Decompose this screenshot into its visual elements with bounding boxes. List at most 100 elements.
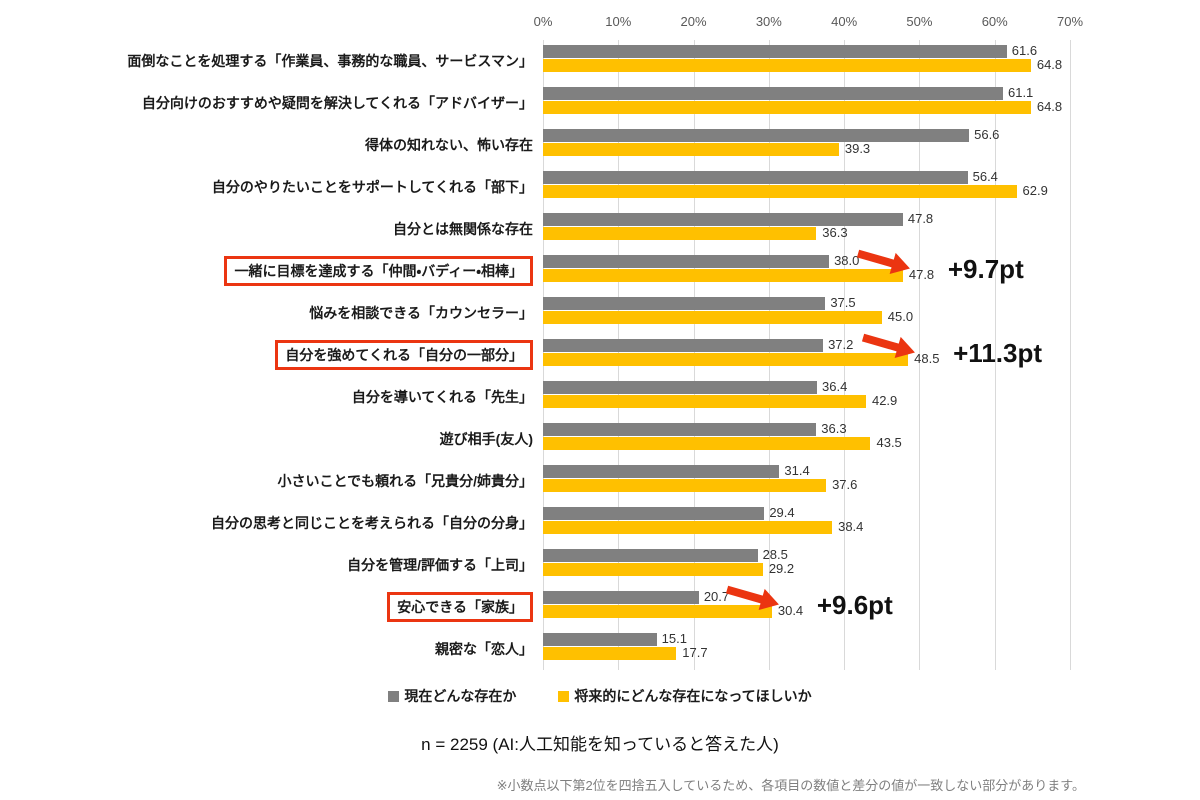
plot-cell: 37.5 45.0 [543,292,1200,334]
value-label-future: 62.9 [1022,183,1048,198]
category-label-cell: 自分のやりたいことをサポートしてくれる「部下」 [0,166,543,208]
category-label-cell: 得体の知れない、怖い存在 [0,124,543,166]
bar-future [543,395,866,408]
chart-row: 安心できる「家族」 20.7 30.4 +9.6pt [0,585,1200,628]
chart-row: 自分とは無関係な存在 47.8 36.3 [0,208,1200,250]
plot-cell: 61.1 64.8 [543,82,1200,124]
value-label-current: 56.4 [972,169,998,184]
axis-tick-label: 10% [605,14,632,29]
plot-cell: 56.4 62.9 [543,166,1200,208]
value-label-future: 39.3 [844,141,871,156]
category-label-cell: 親密な「恋人」 [0,628,543,670]
bar-future [543,185,1017,198]
chart-row: 一緒に目標を達成する「仲間・バディー・相棒」 38.0 47.8 +9.7pt [0,249,1200,292]
value-label-current: 37.5 [830,295,856,310]
axis-tick-label: 70% [1056,14,1084,29]
rounding-footnote: ※小数点以下第2位を四捨五入しているため、各項目の数値と差分の値が一致しない部分… [496,778,1085,793]
value-label-future: 38.4 [838,519,864,534]
bar-future [543,59,1031,72]
bar-current [543,129,970,142]
bar-current [543,213,903,226]
chart-row: 小さいことでも頼れる「兄貴分/姉貴分」 31.4 37.6 [0,460,1200,502]
bar-future [543,353,909,366]
legend-swatch-current-icon [388,690,400,702]
axis-tick-label: 40% [831,14,858,29]
value-label-current: 56.6 [974,127,1000,142]
bar-current [543,507,765,520]
value-label-future: 47.8 [908,267,935,282]
bar-current [543,255,830,268]
chart-row: 自分のやりたいことをサポートしてくれる「部下」 56.4 62.9 [0,166,1200,208]
category-label: 遊び相手(友人) [439,430,533,447]
legend-label-current: 現在どんな存在か [404,688,517,704]
value-label-current: 38.0 [834,253,860,268]
category-label-cell: 自分向けのおすすめや疑問を解決してくれる「アドバイザー」 [0,82,543,124]
plot-cell: 36.3 43.5 [543,418,1200,460]
bar-future [543,521,833,534]
bar-future [543,311,882,324]
category-label: 小さいことでも頼れる「兄貴分/姉貴分」 [277,472,533,489]
value-label-future: 17.7 [682,645,708,660]
legend-label-future: 将来的にどんな存在になってほしいか [574,688,812,704]
value-label-current: 20.7 [703,589,730,604]
value-label-future: 45.0 [887,309,914,324]
value-label-current: 31.4 [784,463,810,478]
category-label-cell: 小さいことでも頼れる「兄貴分/姉貴分」 [0,460,543,502]
category-label: 自分のやりたいことをサポートしてくれる「部下」 [211,178,533,195]
value-label-current: 61.1 [1007,85,1034,100]
gridline [1070,40,1071,670]
bar-current [543,549,758,562]
increase-arrow-icon [855,246,913,276]
legend-swatch-future-icon [558,690,570,702]
bar-future [543,269,903,282]
value-label-future: 36.3 [822,225,848,240]
category-label-cell: 安心できる「家族」 [0,586,543,628]
category-label: 自分を導いてくれる「先生」 [351,388,533,405]
plot-cell: 20.7 30.4 +9.6pt [543,585,1200,628]
category-label: 自分を管理/評価する「上司」 [347,556,533,573]
axis-tick-label: 0% [533,14,553,29]
value-label-current: 47.8 [907,211,934,226]
value-label-future: 42.9 [871,393,898,408]
axis-tick-label: 20% [680,14,707,29]
chart-row: 面倒なことを処理する「作業員、事務的な職員、サービスマン」 61.6 64.8 [0,40,1200,82]
category-label: 自分向けのおすすめや疑問を解決してくれる「アドバイザー」 [141,94,533,111]
bar-current [543,381,818,394]
plot-cell: 15.1 17.7 [543,628,1200,670]
axis-tick-label: 50% [906,14,933,29]
category-label: 親密な「恋人」 [435,640,533,657]
chart-row: 自分を管理/評価する「上司」 28.5 29.2 [0,544,1200,586]
value-label-future: 29.2 [768,561,795,576]
plot-cell: 56.6 39.3 [543,124,1200,166]
category-label-highlighted: 安心できる「家族」 [387,591,533,623]
value-label-current: 28.5 [762,547,788,562]
bar-current [543,465,780,478]
bar-future [543,563,763,576]
sample-size-note: n = 2259 (AI:人工知能を知っていると答えた人) [421,735,779,754]
plot-cell: 31.4 37.6 [543,460,1200,502]
bar-current [543,171,968,184]
value-label-current: 29.4 [769,505,795,520]
value-label-current: 37.2 [828,337,854,352]
value-label-future: 48.5 [914,351,940,366]
bar-future [543,143,839,156]
bar-future [543,479,827,492]
bar-future [543,437,871,450]
bar-current [543,633,657,646]
bar-future [543,647,677,660]
plot-cell: 38.0 47.8 +9.7pt [543,249,1200,292]
category-label: 面倒なことを処理する「作業員、事務的な職員、サービスマン」 [127,52,533,69]
increase-arrow-icon [724,582,782,612]
delta-annotation: +9.7pt [947,254,1024,284]
chart-row: 自分向けのおすすめや疑問を解決してくれる「アドバイザー」 61.1 64.8 [0,82,1200,124]
plot-cell: 61.6 64.8 [543,40,1200,82]
value-label-future: 64.8 [1036,99,1063,114]
bar-current [543,591,699,604]
delta-annotation: +11.3pt [953,338,1043,368]
legend: 現在どんな存在か 将来的にどんな存在になってほしいか [0,686,1200,706]
value-label-future: 64.8 [1036,57,1063,72]
chart-row: 得体の知れない、怖い存在 56.6 39.3 [0,124,1200,166]
category-label-cell: 遊び相手(友人) [0,418,543,460]
category-label-cell: 自分の思考と同じことを考えられる「自分の分身」 [0,502,543,544]
bar-future [543,101,1031,114]
